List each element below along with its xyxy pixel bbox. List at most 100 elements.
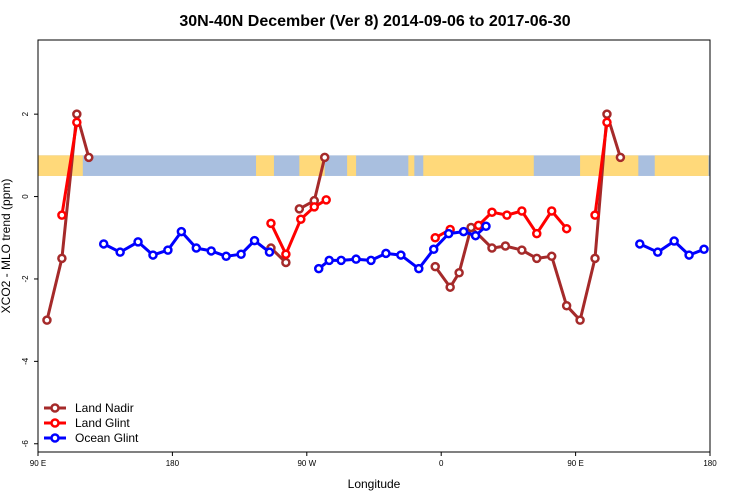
legend-marker-land-nadir [50,403,60,413]
land-glint-point [266,218,276,229]
land-band-segment [654,155,709,176]
legend-label-land-glint: Land Glint [75,416,130,430]
land-nadir-point [445,282,455,292]
ocean-glint-point [206,246,216,256]
series-land-glint [57,117,612,259]
series-land-nadir [42,109,626,325]
land-ocean-band [38,155,710,176]
land-nadir-point [42,315,52,325]
land-nadir-point [430,261,440,272]
series-layer [42,109,709,325]
land-band-segment [299,155,325,176]
land-nadir-point [281,257,291,268]
chart-title: 30N-40N December (Ver 8) 2014-09-06 to 2… [179,13,570,30]
y-tick-label: -6 [21,440,30,448]
y-tick-label: -2 [21,275,30,283]
ocean-glint-point [249,235,260,246]
land-glint-point [430,233,440,243]
ocean-glint-point [443,228,454,239]
land-nadir-point [590,253,600,264]
land-nadir-point [546,251,557,262]
land-nadir-point [57,253,67,264]
ocean-band [38,155,710,176]
ocean-glint-point [351,254,361,264]
legend-marker-ocean-glint [50,433,60,443]
ocean-glint-point [98,239,109,249]
x-tick-label: 180 [166,459,180,468]
ocean-glint-point [176,226,187,237]
plot-frame [37,39,711,453]
ocean-glint-point [428,244,439,255]
land-glint-line [593,122,609,216]
series-ocean-glint [98,221,709,274]
ocean-glint-point [635,239,645,249]
ocean-glint-point [669,236,679,246]
ocean-glint-point [652,247,663,257]
ocean-glint-point [148,250,158,260]
land-nadir-point [517,245,527,255]
x-axis: 90 E 180 90 W 0 90 E 180 [30,452,717,468]
x-axis-label: Longitude [348,477,401,491]
legend-label-ocean-glint: Ocean Glint [75,431,139,445]
land-band-segment [423,155,534,176]
land-nadir-line [45,112,91,321]
legend-label-land-nadir: Land Nadir [75,401,134,415]
land-glint-point [281,249,291,259]
x-tick-label: 0 [439,459,444,468]
ocean-glint-point [236,249,246,259]
land-band-segment [347,155,357,176]
land-nadir-point [602,109,612,119]
y-tick-label: -4 [21,357,30,365]
ocean-glint-point [324,255,334,266]
x-tick-label: 180 [703,459,717,468]
land-nadir-point [466,222,476,233]
ocean-glint-point [396,250,406,260]
y-tick-label: 0 [21,194,30,199]
ocean-glint-point [133,237,143,247]
land-glint-point [321,195,331,205]
ocean-glint-point [699,244,709,255]
land-nadir-point [500,241,511,251]
ocean-glint-point [336,255,346,266]
land-glint-point [57,210,67,220]
land-band-segment [38,155,83,176]
ocean-glint-point [481,221,491,231]
ocean-glint-point [115,247,125,257]
land-glint-line [60,122,79,216]
y-tick-label: 2 [21,111,30,116]
land-glint-point [473,220,484,231]
ocean-glint-point [191,243,202,253]
land-band-segment [408,155,415,176]
land-nadir-point [294,204,305,214]
land-glint-point [532,228,542,239]
y-axis: -6 -4 -2 0 2 [21,111,38,447]
land-band-segment [256,155,274,176]
land-nadir-point [532,253,542,264]
land-glint-point [502,210,512,220]
land-glint-point [517,206,527,216]
land-nadir-point [84,152,94,163]
ocean-glint-point [684,250,694,260]
y-axis-label: XCO2 - MLO trend (ppm) [0,179,13,314]
ocean-glint-point [221,251,231,262]
land-nadir-point [72,109,82,119]
land-glint-point [309,202,320,212]
land-nadir-point [575,315,585,325]
legend-marker-land-glint [50,418,60,428]
land-nadir-line [433,112,622,322]
ocean-glint-point [458,226,469,237]
ocean-glint-point [470,230,481,241]
land-nadir-point [615,152,626,163]
ocean-glint-point [381,248,391,259]
ocean-glint-point [163,245,173,255]
ocean-glint-point [313,263,324,274]
x-tick-label: 90 E [567,459,583,468]
land-glint-point [602,117,612,128]
ocean-glint-point [366,255,376,266]
x-tick-label: 90 W [297,459,316,468]
ocean-glint-point [264,247,275,257]
ocean-glint-point [414,263,424,274]
land-glint-point [296,214,306,224]
